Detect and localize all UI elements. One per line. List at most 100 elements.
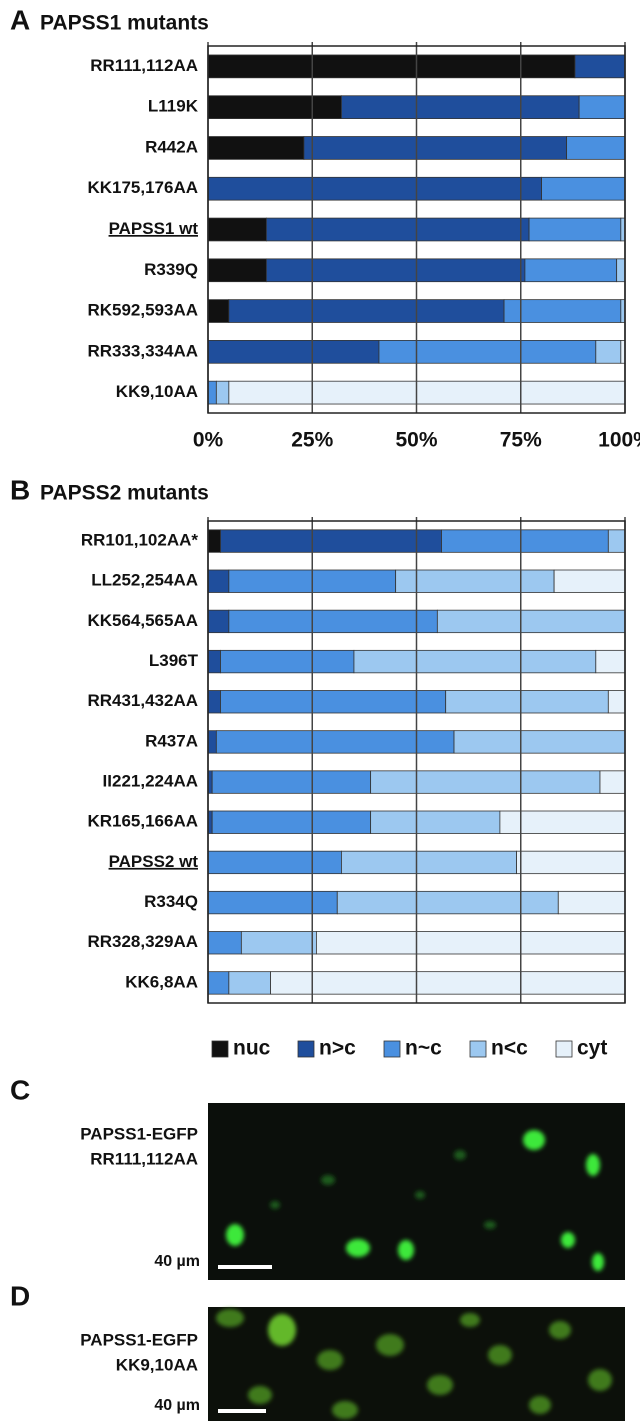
bar-segment — [208, 381, 216, 404]
category-label: KK6,8AA — [125, 972, 198, 991]
category-label: RR333,334AA — [87, 341, 198, 360]
category-label: KK9,10AA — [116, 382, 198, 401]
bar-segment — [216, 731, 454, 753]
bar-segment — [504, 300, 621, 323]
legend-swatch — [556, 1041, 572, 1057]
bar-segment — [208, 891, 337, 913]
bar-segment — [266, 218, 529, 241]
bar-segment — [208, 610, 229, 632]
bar-segment — [208, 96, 341, 119]
bar-segment — [208, 731, 216, 753]
x-tick-label: 100% — [598, 429, 640, 452]
category-label: R442A — [145, 137, 198, 156]
bar-segment — [617, 259, 625, 282]
panel-letter: B — [10, 474, 30, 505]
bar-segment — [208, 259, 266, 282]
bar-segment — [208, 300, 229, 323]
figure: A PAPSS1 mutants RR111,112AA L119K R442A KK17… — [0, 0, 640, 1421]
category-label: L119K — [148, 97, 199, 116]
scale-bar-label: 40 µm — [154, 1253, 200, 1270]
category-label: LL252,254AA — [91, 571, 198, 590]
bar-segment — [396, 570, 554, 592]
bar-segment — [229, 381, 625, 404]
x-tick-label: 0% — [193, 429, 224, 452]
panel-label: KK9,10AA — [116, 1355, 198, 1374]
bar-segment — [208, 691, 221, 713]
legend-label: n~c — [405, 1037, 442, 1060]
bar-segment — [229, 972, 271, 994]
panel-label: PAPSS1-EGFP — [80, 1124, 198, 1143]
bar-segment — [371, 811, 500, 833]
bar-segment — [525, 259, 617, 282]
bar-segment — [212, 771, 370, 793]
bar-segment — [567, 137, 625, 160]
bar-segment — [575, 55, 625, 78]
bar-segment — [208, 340, 379, 363]
bar-segment — [596, 340, 621, 363]
legend-swatch — [470, 1041, 486, 1057]
category-label: KK175,176AA — [87, 178, 198, 197]
bar-segment — [208, 570, 229, 592]
micrograph-c — [208, 1103, 625, 1280]
panel-label: PAPSS1-EGFP — [80, 1330, 198, 1349]
bar-segment — [529, 218, 621, 241]
bar-segment — [266, 259, 525, 282]
category-label: PAPSS2 wt — [109, 852, 199, 871]
category-label: KR165,166AA — [87, 812, 198, 831]
scale-bar-label: 40 µm — [154, 1397, 200, 1414]
legend-label: n>c — [319, 1037, 356, 1060]
bar-segment — [542, 177, 625, 200]
category-label: PAPSS1 wt — [109, 219, 199, 238]
bar-segment — [596, 650, 625, 672]
bar-segment — [229, 610, 438, 632]
category-label: L396T — [149, 651, 199, 670]
bar-segment — [221, 691, 446, 713]
legend-swatch — [298, 1041, 314, 1057]
bar-segment — [208, 650, 221, 672]
legend-swatch — [212, 1041, 228, 1057]
bar-segment — [341, 96, 579, 119]
bar-segment — [600, 771, 625, 793]
bar-segment — [271, 972, 625, 994]
page: {"chart_data": [ {"type": "bar", "orient… — [0, 0, 640, 1421]
bar-segment — [221, 650, 354, 672]
category-label: RR111,112AA — [90, 56, 198, 75]
bar-segment — [500, 811, 625, 833]
bar-segment — [221, 530, 442, 552]
bar-segment — [442, 530, 609, 552]
category-label: R334Q — [144, 892, 198, 911]
bar-segment — [354, 650, 596, 672]
bar-segment — [558, 891, 625, 913]
category-label: KK564,565AA — [87, 611, 198, 630]
bar-segment — [517, 851, 625, 873]
x-tick-label: 50% — [395, 429, 437, 452]
category-label: R339Q — [144, 260, 198, 279]
bar-segment — [208, 932, 241, 954]
legend-label: cyt — [577, 1037, 607, 1060]
bar-segment — [216, 381, 229, 404]
legend-label: nuc — [233, 1037, 271, 1060]
bar-segment — [337, 891, 558, 913]
bar-segment — [212, 811, 370, 833]
bar-segment — [208, 851, 341, 873]
legend-swatch — [384, 1041, 400, 1057]
bar-segment — [341, 851, 516, 873]
bar-segment — [229, 300, 504, 323]
legend-label: n<c — [491, 1037, 528, 1060]
panel-letter: A — [10, 4, 30, 35]
panel-label: RR111,112AA — [90, 1149, 198, 1168]
panel-letter: D — [10, 1280, 30, 1311]
category-label: R437A — [145, 731, 198, 750]
chart-title: PAPSS1 mutants — [40, 12, 209, 35]
bar-segment — [454, 731, 625, 753]
x-tick-label: 25% — [291, 429, 333, 452]
bar-segment — [208, 972, 229, 994]
chart-title: PAPSS2 mutants — [40, 482, 209, 505]
bar-segment — [608, 530, 625, 552]
bar-segment — [554, 570, 625, 592]
bar-segment — [208, 55, 575, 78]
bar-segment — [316, 932, 625, 954]
bar-segment — [379, 340, 596, 363]
bar-segment — [208, 137, 304, 160]
bar-segment — [208, 218, 266, 241]
